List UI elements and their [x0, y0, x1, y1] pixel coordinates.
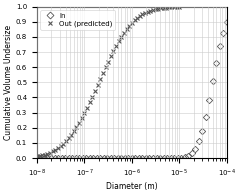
In — [225, 21, 228, 24]
Out (predicted) — [178, 6, 181, 8]
In — [36, 157, 38, 159]
X-axis label: Diameter (m): Diameter (m) — [106, 182, 158, 191]
Y-axis label: Cumulative Volume Undersize: Cumulative Volume Undersize — [4, 25, 13, 140]
In — [57, 157, 60, 159]
In — [106, 157, 109, 159]
In — [222, 31, 225, 34]
Out (predicted) — [51, 150, 54, 153]
Out (predicted) — [88, 101, 91, 104]
Line: Out (predicted): Out (predicted) — [35, 5, 181, 158]
Out (predicted) — [162, 7, 165, 9]
Out (predicted) — [175, 6, 178, 8]
Out (predicted) — [62, 143, 65, 145]
In — [71, 157, 73, 159]
Out (predicted) — [36, 155, 38, 158]
Line: In: In — [35, 20, 229, 160]
Legend: In, Out (predicted): In, Out (predicted) — [40, 10, 115, 30]
In — [81, 157, 84, 159]
Out (predicted) — [70, 134, 73, 136]
In — [204, 115, 207, 118]
